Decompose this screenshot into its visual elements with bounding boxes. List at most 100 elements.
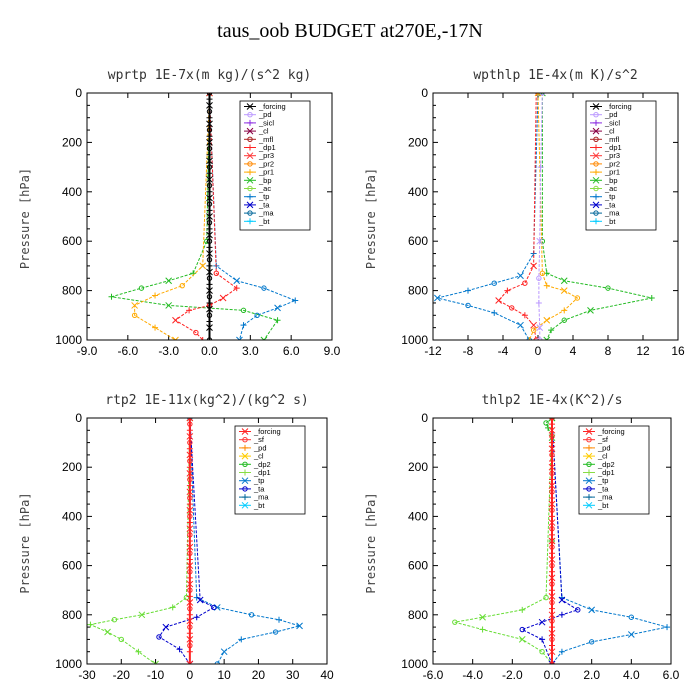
data-point — [536, 237, 544, 245]
data-point — [186, 488, 194, 496]
data-point — [592, 152, 600, 160]
panel-1: wprtp 1E-7x(m kg)/(s^2 kg) Pressure [hPa]… — [18, 68, 341, 358]
x-tick-label: 16 — [671, 344, 685, 358]
data-point — [206, 133, 213, 140]
data-point — [186, 433, 194, 440]
legend-label: _dp1 — [258, 143, 276, 152]
data-point — [465, 302, 471, 309]
data-point — [592, 201, 600, 209]
y-tick-label: 800 — [408, 284, 428, 298]
figure-title: taus_oob BUDGET at270E,-17N — [217, 20, 483, 42]
data-point — [549, 489, 555, 495]
data-point — [206, 299, 213, 306]
data-point — [206, 194, 213, 202]
series-ta — [156, 418, 217, 664]
data-point — [206, 101, 213, 109]
data-point — [206, 93, 213, 97]
legend-label: _forcing — [253, 427, 281, 436]
data-point — [549, 526, 555, 532]
plot-frame — [86, 417, 328, 665]
series-line — [111, 93, 279, 340]
data-point — [240, 307, 247, 314]
data-point — [586, 444, 592, 451]
data-point — [111, 617, 118, 623]
data-point — [549, 421, 555, 428]
x-tick-label: 4 — [570, 344, 577, 358]
data-point — [206, 170, 213, 177]
data-point — [206, 250, 213, 257]
y-tick-label: 600 — [62, 234, 82, 248]
data-point — [538, 618, 546, 626]
data-point — [627, 631, 635, 638]
series-pd — [535, 93, 546, 340]
data-point — [206, 294, 213, 300]
legend-label: _bt — [258, 217, 270, 226]
legend-label: _pr1 — [604, 168, 620, 177]
data-point — [491, 280, 497, 286]
legend-label: _ac — [258, 184, 271, 193]
legend-label: _sf — [597, 435, 609, 444]
y-tick-label: 1000 — [401, 333, 428, 347]
data-point — [193, 329, 199, 336]
x-tick-label: -8 — [463, 344, 474, 358]
data-point — [247, 169, 253, 176]
data-point — [586, 437, 592, 443]
legend-label: _cl — [604, 127, 615, 136]
data-point — [588, 639, 595, 645]
data-point — [549, 642, 555, 649]
y-axis-label: Pressure [hPa] — [364, 492, 378, 593]
data-point — [558, 611, 565, 618]
x-tick-label: 40 — [320, 668, 334, 682]
data-point — [247, 144, 253, 151]
data-point — [539, 649, 545, 655]
data-point — [104, 628, 111, 636]
legend-label: _tp — [258, 192, 269, 201]
data-point — [548, 556, 556, 563]
data-point — [574, 295, 581, 301]
data-point — [509, 305, 515, 311]
panel-title: thlp2 1E-4x(K^2)/s — [482, 393, 623, 408]
data-point — [548, 482, 556, 490]
data-point — [543, 316, 551, 324]
data-point — [87, 621, 94, 628]
y-tick-label: 1000 — [401, 657, 428, 671]
data-point — [187, 532, 193, 538]
data-point — [586, 469, 592, 476]
data-point — [588, 606, 596, 614]
panel-title: wprtp 1E-7x(m kg)/(s^2 kg) — [108, 68, 312, 83]
data-point — [585, 501, 593, 509]
x-tick-label: 8 — [605, 344, 612, 358]
data-point — [206, 96, 213, 103]
data-point — [247, 210, 253, 216]
data-point — [206, 157, 213, 165]
legend-label: _cl — [253, 452, 264, 461]
data-point — [187, 476, 193, 483]
data-point — [206, 108, 213, 115]
series-ta — [434, 93, 541, 340]
legend-label: _pr2 — [604, 159, 620, 168]
data-point — [186, 501, 193, 508]
series-forcing — [548, 418, 556, 664]
data-point — [187, 421, 193, 427]
data-point — [241, 428, 249, 435]
panel-title: wpthlp 1E-4x(m K)/s^2 — [473, 68, 637, 83]
plot-frame — [432, 92, 679, 341]
data-point — [491, 309, 498, 316]
data-point — [586, 461, 592, 467]
data-point — [522, 280, 528, 286]
legend-label: _pr3 — [258, 151, 274, 160]
data-point — [131, 312, 138, 318]
data-point — [592, 103, 600, 110]
legend: _forcing_pd_sicl_cl_mfl_dp1_pr3_pr2_pr1_… — [585, 100, 657, 231]
data-point — [518, 636, 526, 643]
data-point — [242, 444, 248, 451]
series-line — [189, 418, 302, 664]
data-point — [187, 605, 193, 612]
y-axis-label: Pressure [hPa] — [18, 492, 32, 593]
data-point — [186, 451, 194, 459]
series-forcing — [206, 93, 213, 340]
data-point — [548, 463, 556, 471]
data-point — [176, 646, 183, 653]
data-point — [548, 445, 556, 453]
